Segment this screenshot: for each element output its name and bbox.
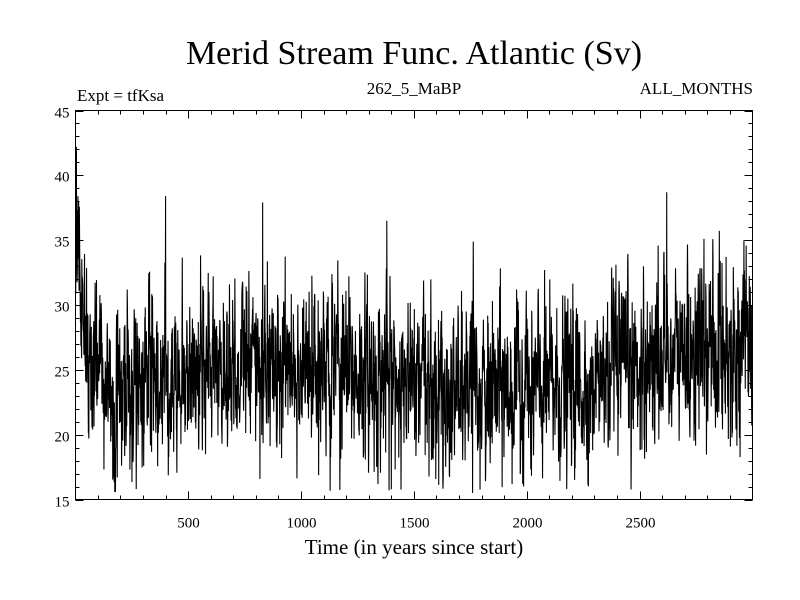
y-tick-label: 30 [55,300,70,316]
x-tick-label: 500 [177,516,200,532]
y-tick-label: 20 [55,430,70,446]
y-tick-label: 15 [55,495,70,511]
y-tick-label: 40 [55,170,70,186]
x-axis-label: Time (in years since start) [305,535,524,559]
y-tick-label: 25 [55,365,70,381]
chart-title: Merid Stream Func. Atlantic (Sv) [186,35,642,72]
subtitle-period: 262_5_MaBP [367,79,461,98]
axis-ticks: 15 20 25 30 35 40 45 500 1000 1500 2000 2500 [55,106,753,532]
x-tick-label: 1500 [400,516,430,532]
series-layer [74,146,754,494]
subtitle-experiment: Expt = tfKsa [77,86,164,105]
series-line [74,146,754,494]
x-tick-label: 2000 [513,516,543,532]
x-tick-label: 2500 [626,516,656,532]
y-tick-label: 35 [55,235,70,251]
x-tick-label: 1000 [287,516,317,532]
subtitle-months: ALL_MONTHS [640,79,753,98]
y-tick-label: 45 [55,106,70,122]
